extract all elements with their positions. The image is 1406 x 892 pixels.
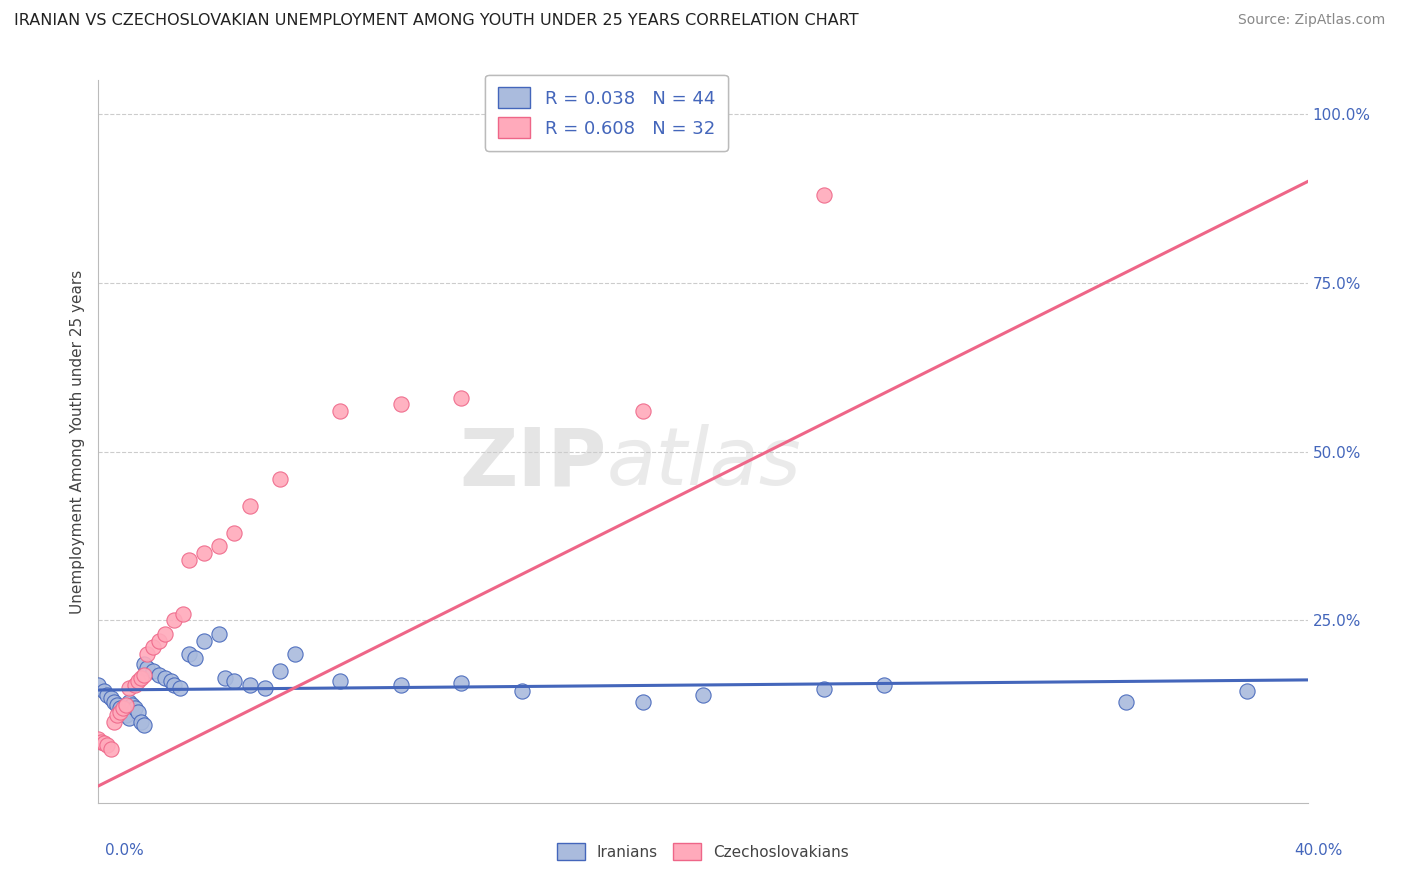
Point (129, 671, 152, 685)
Point (93, 684, 115, 698)
Point (111, 705, 134, 719)
Point (214, 671, 236, 685)
Point (329, 674, 352, 689)
Point (692, 688, 714, 702)
Point (172, 607, 194, 621)
Point (450, 391, 472, 405)
Point (105, 698, 128, 712)
Point (124, 701, 146, 715)
Point (103, 694, 125, 708)
Point (208, 627, 231, 641)
Point (153, 627, 176, 641)
Point (118, 711, 141, 725)
Text: IRANIAN VS CZECHOSLOVAKIAN UNEMPLOYMENT AMONG YOUTH UNDER 25 YEARS CORRELATION C: IRANIAN VS CZECHOSLOVAKIAN UNEMPLOYMENT … (14, 13, 859, 29)
Point (124, 678, 146, 692)
Text: atlas: atlas (606, 425, 801, 502)
Text: Source: ZipAtlas.com: Source: ZipAtlas.com (1237, 13, 1385, 28)
Point (121, 698, 143, 712)
Point (179, 647, 201, 661)
Point (163, 614, 186, 628)
Point (142, 664, 165, 678)
Point (1236, 684, 1258, 698)
Point (118, 681, 141, 695)
Point (163, 678, 186, 692)
Point (450, 675, 472, 690)
Point (118, 694, 141, 708)
Point (193, 546, 215, 560)
Point (224, 525, 246, 540)
Point (510, 684, 533, 698)
Point (169, 681, 191, 695)
Point (179, 552, 201, 566)
Point (813, 682, 835, 697)
Point (132, 718, 155, 732)
Text: ZIP: ZIP (458, 425, 606, 502)
Point (389, 678, 412, 692)
Point (129, 714, 152, 729)
Text: 40.0%: 40.0% (1295, 843, 1343, 858)
Point (148, 667, 170, 681)
Point (208, 539, 231, 553)
Point (329, 404, 352, 418)
Point (239, 499, 262, 513)
Point (87, 678, 110, 692)
Point (142, 640, 165, 655)
Point (87, 731, 110, 746)
Point (105, 708, 128, 723)
Point (135, 647, 157, 661)
Point (389, 397, 412, 411)
Text: 0.0%: 0.0% (105, 843, 145, 858)
Point (148, 633, 170, 648)
Point (631, 404, 654, 418)
Point (114, 708, 136, 723)
Point (153, 671, 176, 685)
Point (100, 741, 122, 756)
Point (269, 664, 291, 678)
Y-axis label: Unemployment Among Youth under 25 years: Unemployment Among Youth under 25 years (69, 269, 84, 614)
Point (239, 678, 262, 692)
Point (1115, 694, 1137, 708)
Legend: Iranians, Czechoslovakians: Iranians, Czechoslovakians (551, 837, 855, 866)
Point (96, 688, 118, 702)
Point (269, 472, 291, 486)
Point (184, 650, 207, 665)
Point (132, 667, 155, 681)
Point (631, 694, 654, 708)
Point (108, 705, 131, 719)
Point (111, 701, 134, 715)
Point (93, 736, 115, 750)
Point (100, 691, 122, 706)
Point (127, 674, 149, 689)
Point (253, 681, 276, 695)
Point (90, 735, 112, 749)
Point (224, 674, 246, 689)
Point (127, 705, 149, 719)
Point (813, 188, 835, 202)
Point (132, 657, 155, 672)
Point (114, 698, 136, 712)
Point (160, 674, 183, 689)
Point (193, 633, 215, 648)
Point (96, 739, 118, 753)
Point (135, 661, 157, 675)
Point (284, 647, 307, 661)
Point (873, 678, 896, 692)
Point (108, 701, 131, 715)
Point (103, 714, 125, 729)
Legend: R = 0.038   N = 44, R = 0.608   N = 32: R = 0.038 N = 44, R = 0.608 N = 32 (485, 75, 727, 151)
